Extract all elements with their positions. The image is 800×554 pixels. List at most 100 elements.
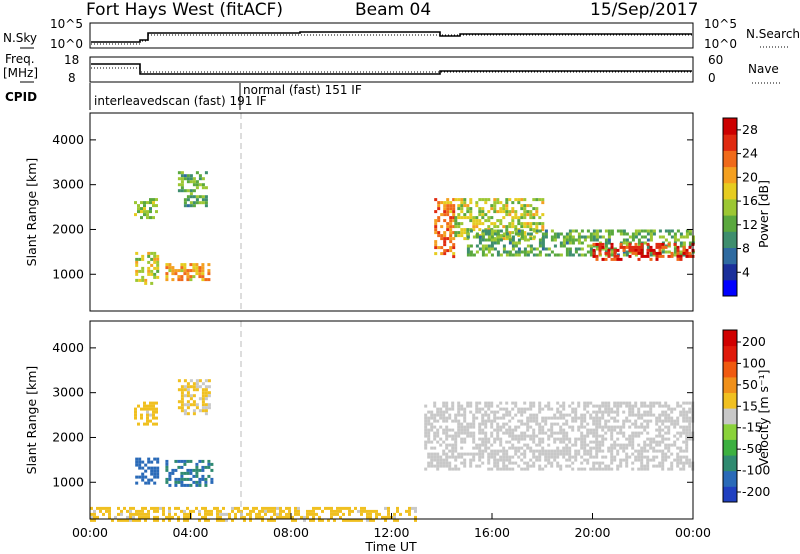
data-cell bbox=[547, 449, 551, 453]
data-cell bbox=[685, 410, 689, 414]
data-cell bbox=[448, 434, 452, 438]
data-cell bbox=[604, 419, 608, 423]
data-cell bbox=[661, 245, 665, 249]
data-cell bbox=[541, 452, 545, 456]
data-cell bbox=[652, 449, 656, 453]
data-cell bbox=[502, 244, 506, 248]
data-cell bbox=[610, 247, 614, 251]
data-cell bbox=[538, 425, 542, 429]
data-cell bbox=[643, 467, 647, 471]
data-cell bbox=[622, 245, 626, 249]
data-cell bbox=[457, 428, 461, 432]
data-cell bbox=[679, 250, 683, 254]
data-cell bbox=[445, 407, 449, 411]
data-cell bbox=[475, 452, 479, 456]
data-cell bbox=[652, 248, 656, 252]
data-cell bbox=[538, 216, 542, 220]
data-cell bbox=[676, 248, 680, 252]
data-cell bbox=[658, 401, 662, 405]
data-cell bbox=[508, 213, 512, 217]
data-cell bbox=[583, 253, 587, 257]
data-cell bbox=[571, 235, 575, 239]
data-cell bbox=[443, 210, 447, 214]
data-cell bbox=[508, 225, 512, 229]
data-cell bbox=[493, 455, 497, 459]
cpid-panel: CPID interleavedscan (fast) 191 IF norma… bbox=[5, 83, 362, 110]
data-cell bbox=[502, 413, 506, 417]
data-cell bbox=[300, 515, 303, 519]
data-cell bbox=[108, 512, 111, 516]
data-cell bbox=[517, 437, 521, 441]
data-cell bbox=[679, 410, 683, 414]
data-cell bbox=[437, 204, 441, 208]
x-tick-label: 20:00 bbox=[574, 525, 610, 540]
data-cell bbox=[517, 234, 521, 238]
data-cell bbox=[637, 425, 641, 429]
data-cell bbox=[676, 229, 680, 233]
data-cell bbox=[454, 231, 458, 235]
data-cell bbox=[505, 225, 509, 229]
data-cell bbox=[475, 204, 479, 208]
data-cell bbox=[601, 455, 605, 459]
data-cell bbox=[550, 416, 554, 420]
data-cell bbox=[192, 388, 196, 392]
data-cell bbox=[177, 459, 181, 463]
data-cell bbox=[132, 506, 135, 510]
data-cell bbox=[141, 460, 145, 464]
data-cell bbox=[258, 509, 261, 513]
data-cell bbox=[565, 446, 569, 450]
colorbar-tick-label: 16 bbox=[742, 193, 758, 208]
data-cell bbox=[682, 413, 686, 417]
data-cell bbox=[487, 407, 491, 411]
data-cell bbox=[505, 207, 509, 211]
data-cell bbox=[634, 253, 638, 257]
data-cell bbox=[676, 251, 680, 255]
data-cell bbox=[580, 241, 584, 245]
data-cell bbox=[499, 219, 503, 223]
data-cell bbox=[490, 449, 494, 453]
data-cell bbox=[493, 416, 497, 420]
data-cell bbox=[556, 410, 560, 414]
data-cell bbox=[424, 413, 428, 417]
data-cell bbox=[454, 222, 458, 226]
data-cell bbox=[312, 515, 315, 519]
data-cell bbox=[604, 437, 608, 441]
data-cell bbox=[165, 459, 169, 463]
data-cell bbox=[511, 446, 515, 450]
data-cell bbox=[682, 248, 686, 252]
data-cell bbox=[252, 509, 255, 513]
data-cell bbox=[189, 269, 193, 273]
data-cell bbox=[655, 419, 659, 423]
data-cell bbox=[526, 232, 530, 236]
data-cell bbox=[195, 506, 198, 510]
data-cell bbox=[192, 204, 196, 208]
data-cell bbox=[679, 241, 683, 245]
colorbar-tick-label: 24 bbox=[742, 146, 758, 161]
data-cell bbox=[493, 419, 497, 423]
data-cell bbox=[137, 422, 140, 426]
data-cell bbox=[312, 509, 315, 513]
data-cell bbox=[685, 229, 689, 233]
data-cell bbox=[457, 234, 461, 238]
data-cell bbox=[535, 449, 539, 453]
data-cell bbox=[396, 518, 399, 522]
data-cell bbox=[430, 422, 434, 426]
data-cell bbox=[198, 272, 202, 276]
data-cell bbox=[141, 275, 145, 279]
data-cell bbox=[231, 509, 234, 513]
data-cell bbox=[463, 437, 467, 441]
data-cell bbox=[150, 472, 154, 476]
data-cell bbox=[452, 210, 456, 214]
data-cell bbox=[499, 234, 503, 238]
data-cell bbox=[318, 506, 321, 510]
data-cell bbox=[452, 237, 456, 241]
data-cell bbox=[625, 416, 629, 420]
data-cell bbox=[640, 248, 644, 252]
data-cell bbox=[433, 404, 437, 408]
data-cell bbox=[535, 210, 539, 214]
data-cell bbox=[649, 446, 653, 450]
data-cell bbox=[688, 251, 692, 255]
data-cell bbox=[640, 254, 644, 258]
